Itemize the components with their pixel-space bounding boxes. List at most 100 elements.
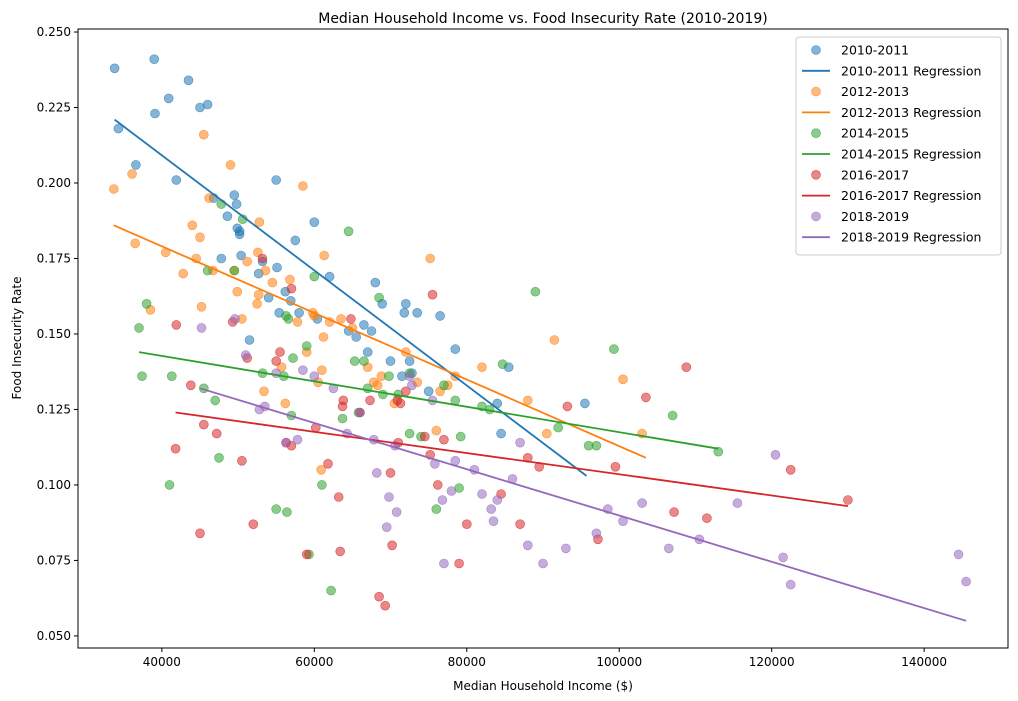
scatter-point: [229, 190, 240, 200]
scatter-point: [374, 591, 384, 602]
y-tick-label: 0.200: [37, 176, 71, 190]
scatter-point: [253, 289, 264, 300]
scatter-point: [343, 226, 354, 237]
scatter-point: [319, 250, 330, 261]
scatter-point: [778, 552, 788, 563]
scatter-point: [130, 238, 140, 249]
scatter-point: [553, 422, 564, 433]
scatter-point: [381, 522, 392, 533]
regression-line: [138, 351, 719, 450]
scatter-point: [400, 298, 411, 309]
scatter-point: [292, 434, 303, 445]
scatter-point: [216, 253, 227, 264]
scatter-point: [214, 452, 224, 463]
scatter-point: [370, 277, 381, 288]
scatter-point: [183, 75, 194, 86]
scatter-point: [109, 184, 119, 194]
legend-item: 2018-2019: [811, 209, 909, 224]
scatter-point: [170, 443, 181, 454]
scatter-point: [204, 193, 214, 203]
legend-frame: [795, 36, 1002, 256]
scatter-point: [195, 528, 205, 539]
scatter-point: [127, 169, 137, 179]
scatter-point: [326, 585, 336, 596]
scatter-point: [260, 265, 271, 276]
scatter-point: [234, 226, 245, 237]
scatter-point: [282, 507, 292, 517]
scatter-point: [423, 386, 434, 397]
legend-item: 2010-2011: [811, 43, 909, 58]
scatter-point: [178, 268, 188, 279]
scatter-point: [272, 262, 282, 273]
x-tick-label: 80000: [448, 655, 486, 669]
legend-marker: [811, 128, 821, 138]
scatter-point: [488, 516, 499, 527]
scatter-point: [335, 546, 346, 557]
scatter-point: [663, 543, 674, 554]
scatter-point: [237, 455, 247, 466]
scatter-point: [164, 480, 175, 490]
legend: 2010-2011 2010-2011 Regression 2012-2013 20…: [795, 36, 1002, 256]
scatter-point: [371, 468, 382, 478]
scatter-point: [199, 419, 209, 430]
scatter-point: [301, 341, 312, 351]
scatter-point: [439, 380, 449, 391]
y-tick-label: 0.225: [37, 101, 71, 115]
scatter-point: [407, 380, 417, 391]
scatter-point: [496, 428, 506, 439]
scatter-point: [372, 380, 383, 391]
scatter-point: [257, 253, 268, 264]
legend-marker: [811, 45, 821, 55]
scatter-point: [222, 211, 233, 221]
x-tick-label: 140000: [901, 655, 947, 669]
scatter-point: [171, 175, 182, 185]
x-tick-label: 120000: [749, 655, 795, 669]
scatter-point: [486, 504, 497, 514]
y-axis: 0.050 0.075 0.100 0.125 0.150 0.175 0.200 0.225…: [37, 25, 78, 643]
scatter-point: [374, 292, 384, 303]
scatter-point: [515, 437, 525, 448]
legend-label: 2012-2013 Regression: [841, 105, 981, 120]
scatter-point: [355, 407, 365, 418]
y-tick-label: 0.150: [37, 327, 71, 341]
scatter-point: [134, 323, 144, 333]
scatter-point: [365, 395, 375, 406]
scatter-point: [195, 232, 205, 243]
scatter-point: [149, 54, 159, 65]
scatter-point: [362, 347, 373, 357]
scatter-point: [391, 507, 402, 517]
scatter-point: [109, 63, 120, 74]
scatter-point: [953, 549, 964, 560]
scatter-point: [316, 464, 327, 475]
scatter-point: [609, 344, 619, 354]
scatter-point: [538, 558, 548, 569]
scatter-point: [333, 492, 344, 502]
scatter-point: [240, 350, 251, 360]
regression-line: [114, 118, 588, 477]
scatter-point: [785, 464, 796, 475]
scatter-point: [702, 513, 712, 524]
scatter-point: [359, 320, 369, 330]
scatter-point: [522, 395, 533, 406]
y-tick-label: 0.075: [37, 553, 71, 567]
scatter-point: [196, 301, 207, 312]
scatter-point: [167, 371, 177, 382]
scatter-point: [271, 175, 282, 185]
scatter-point: [275, 347, 285, 357]
scatter-point: [309, 371, 320, 382]
scatter-point: [210, 395, 220, 406]
scatter-point: [384, 371, 394, 382]
scatter-point: [163, 93, 174, 104]
scatter-point: [346, 314, 356, 324]
y-tick-label: 0.175: [37, 251, 71, 265]
scatter-point: [298, 365, 308, 376]
scatter-point: [285, 274, 295, 285]
scatter-point: [637, 498, 647, 508]
scatter-point: [713, 446, 724, 457]
scatter-point: [515, 519, 525, 530]
scatter-point: [669, 507, 679, 517]
scatter-point: [387, 540, 397, 551]
scatter-point: [267, 277, 278, 288]
scatter-point: [419, 431, 430, 442]
legend-marker: [811, 86, 821, 97]
